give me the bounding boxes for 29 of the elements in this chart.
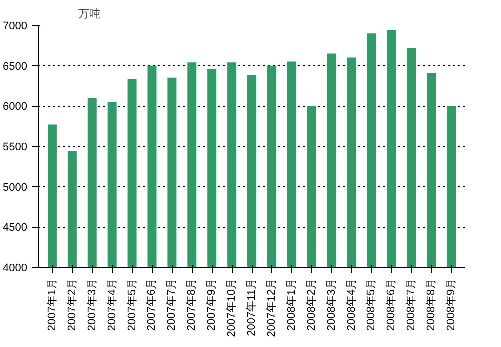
y-tick-label: 7000 bbox=[3, 20, 28, 32]
x-tick-label: 2008年2月 bbox=[306, 278, 318, 332]
y-tick-label: 4500 bbox=[3, 222, 28, 234]
x-tick-label: 2007年2月 bbox=[66, 278, 78, 332]
x-tick-label: 2008年8月 bbox=[426, 278, 438, 332]
x-tick-label: 2008年7月 bbox=[406, 278, 418, 332]
x-tick-label: 2007年4月 bbox=[106, 278, 118, 332]
x-tick-label: 2008年9月 bbox=[446, 278, 458, 332]
x-tick-label: 2007年1月 bbox=[46, 278, 58, 332]
x-tick-label: 2007年7月 bbox=[166, 278, 178, 332]
x-tick-label: 2008年5月 bbox=[366, 278, 378, 332]
x-tick-label: 2007年5月 bbox=[126, 278, 138, 332]
y-tick-label: 5500 bbox=[3, 142, 28, 154]
y-tick-label: 6500 bbox=[3, 60, 28, 73]
x-tick-label: 2007年6月 bbox=[146, 278, 158, 332]
x-tick-label: 2007年11月 bbox=[246, 278, 258, 336]
x-tick-label: 2007年12月 bbox=[266, 278, 278, 338]
x-tick-label: 2007年3月 bbox=[86, 278, 98, 332]
x-tick-label: 2008年4月 bbox=[346, 278, 358, 332]
y-tick-label: 6000 bbox=[3, 101, 28, 114]
x-tick-label: 2007年10月 bbox=[226, 278, 238, 338]
x-tick-label: 2008年3月 bbox=[326, 278, 338, 332]
y-tick-label: 5000 bbox=[3, 182, 28, 194]
x-tick-label: 2007年8月 bbox=[186, 278, 198, 332]
x-tick-label: 2007年9月 bbox=[206, 278, 218, 332]
x-tick-label: 2008年1月 bbox=[286, 278, 298, 332]
y-tick-label: 4000 bbox=[3, 262, 28, 274]
x-tick-label: 2008年6月 bbox=[386, 278, 398, 332]
y-axis-title: 万吨 bbox=[78, 8, 100, 20]
